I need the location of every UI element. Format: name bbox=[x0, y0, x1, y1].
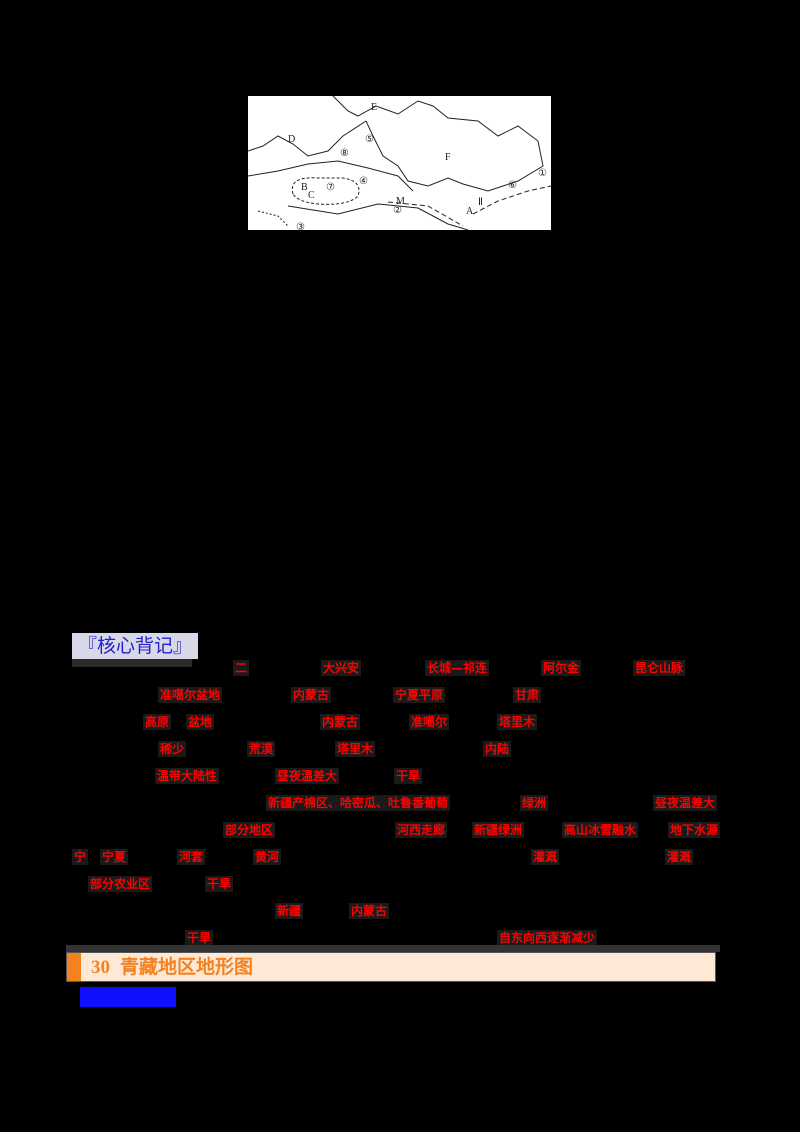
answer-text: 河西走廊 bbox=[395, 822, 448, 838]
answer-text: 黄河 bbox=[253, 849, 282, 865]
answer-text: 干旱 bbox=[205, 876, 234, 892]
svg-text:C: C bbox=[308, 190, 315, 201]
svg-text:D: D bbox=[288, 134, 295, 145]
answer-text: 高山冰雪融水 bbox=[562, 822, 639, 838]
answer-text: 灌溉 bbox=[531, 849, 560, 865]
svg-text:⑧: ⑧ bbox=[340, 148, 349, 159]
divider bbox=[66, 945, 720, 952]
answer-text: 大兴安 bbox=[321, 660, 362, 676]
answer-text: 长城—祁连 bbox=[425, 660, 490, 676]
answer-text: 荒漠 bbox=[247, 741, 276, 757]
answer-text: 塔里木 bbox=[497, 714, 538, 730]
answer-text: 温带大陆性 bbox=[155, 768, 220, 784]
answer-text: 部分地区 bbox=[223, 822, 276, 838]
answer-text: 内蒙古 bbox=[349, 903, 390, 919]
answer-text: 昼夜温差大 bbox=[275, 768, 340, 784]
section-title: 30 青藏地区地形图 bbox=[91, 953, 253, 982]
answer-text: 宁夏 bbox=[100, 849, 129, 865]
title-accent bbox=[67, 953, 81, 981]
answer-text: 干旱 bbox=[185, 930, 214, 946]
answer-text: 准噶尔 bbox=[409, 714, 450, 730]
svg-text:A: A bbox=[466, 206, 474, 217]
section-title-text: 青藏地区地形图 bbox=[120, 956, 254, 978]
answer-text: 昆仑山脉 bbox=[633, 660, 686, 676]
svg-text:②: ② bbox=[393, 205, 402, 216]
svg-text:Ⅱ: Ⅱ bbox=[478, 197, 483, 208]
answer-text: 盆地 bbox=[186, 714, 215, 730]
core-memo-heading: 『核心背记』 bbox=[72, 633, 199, 659]
answer-text: 自东向西逐渐减少 bbox=[497, 930, 598, 946]
answer-text: 宁夏平原 bbox=[393, 687, 446, 703]
answer-text: 塔里木 bbox=[335, 741, 376, 757]
svg-text:①: ① bbox=[538, 168, 547, 179]
answer-text: 昼夜温差大 bbox=[653, 795, 718, 811]
svg-text:E: E bbox=[371, 102, 377, 113]
svg-text:③: ③ bbox=[296, 222, 305, 230]
section-title-bar: 30 青藏地区地形图 bbox=[66, 952, 716, 982]
answer-text: 二 bbox=[233, 660, 250, 676]
map-drawing: E D F B C M A Ⅱ ⑤ ⑧ ④ ⑦ ② ③ ⑥ ① bbox=[248, 96, 551, 230]
answer-text: 高原 bbox=[143, 714, 172, 730]
svg-text:⑤: ⑤ bbox=[365, 134, 374, 145]
answer-text: 内蒙古 bbox=[320, 714, 361, 730]
answer-text: 地下水源 bbox=[668, 822, 721, 838]
answer-text: 稀少 bbox=[158, 741, 187, 757]
svg-text:F: F bbox=[445, 152, 451, 163]
svg-text:B: B bbox=[301, 182, 308, 193]
section-number: 30 bbox=[91, 957, 110, 978]
answer-text: 绿洲 bbox=[520, 795, 549, 811]
answer-text: 新疆产棉区、哈密瓜、吐鲁番葡萄 bbox=[266, 795, 451, 811]
answer-text: 内蒙古 bbox=[291, 687, 332, 703]
answer-text: 灌溉 bbox=[665, 849, 694, 865]
answer-text: 河套 bbox=[177, 849, 206, 865]
answer-text: 部分农业区 bbox=[88, 876, 153, 892]
answer-text: 干旱 bbox=[394, 768, 423, 784]
answer-text: 内陆 bbox=[483, 741, 512, 757]
answer-text: 甘肃 bbox=[513, 687, 542, 703]
answer-text: 宁 bbox=[72, 849, 89, 865]
answer-text: 阿尔金 bbox=[541, 660, 582, 676]
answer-text: 准噶尔盆地 bbox=[158, 687, 223, 703]
answer-text: 新疆 bbox=[275, 903, 304, 919]
svg-text:⑦: ⑦ bbox=[326, 182, 335, 193]
answer-text: 新疆绿洲 bbox=[472, 822, 525, 838]
faint-text-line bbox=[72, 659, 192, 667]
svg-text:④: ④ bbox=[359, 176, 368, 187]
svg-text:⑥: ⑥ bbox=[508, 180, 517, 191]
section-subheading-tag bbox=[80, 987, 176, 1007]
terrain-map: E D F B C M A Ⅱ ⑤ ⑧ ④ ⑦ ② ③ ⑥ ① bbox=[248, 96, 551, 230]
svg-text:M: M bbox=[396, 196, 405, 207]
